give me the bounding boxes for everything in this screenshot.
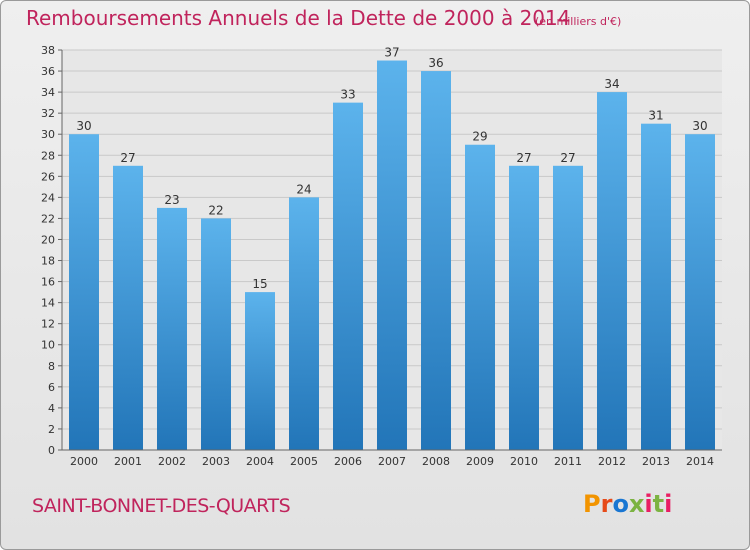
bar: [245, 292, 275, 450]
x-tick-label: 2004: [246, 455, 274, 468]
y-tick-label: 8: [48, 360, 55, 373]
bar-value-label: 31: [648, 109, 663, 123]
x-tick-label: 2010: [510, 455, 538, 468]
x-tick-label: 2014: [686, 455, 714, 468]
logo-letter: i: [664, 490, 673, 518]
x-tick-label: 2011: [554, 455, 582, 468]
bar-value-label: 15: [252, 277, 267, 291]
y-tick-label: 38: [41, 44, 55, 57]
bar: [289, 197, 319, 450]
y-tick-label: 36: [41, 65, 55, 78]
bar-value-label: 27: [560, 151, 575, 165]
logo-letter: t: [652, 490, 665, 518]
bar-value-label: 33: [340, 88, 355, 102]
bar: [421, 71, 451, 450]
x-tick-label: 2003: [202, 455, 230, 468]
x-tick-label: 2009: [466, 455, 494, 468]
bar: [641, 123, 671, 451]
y-tick-label: 34: [41, 86, 55, 99]
bar: [685, 134, 715, 451]
y-tick-label: 0: [48, 444, 55, 457]
x-tick-label: 2008: [422, 455, 450, 468]
logo-letter: P: [583, 490, 601, 518]
proxiti-logo[interactable]: Proxiti: [583, 490, 672, 518]
bar: [465, 144, 495, 450]
bar: [553, 165, 583, 450]
logo-letter: o: [612, 490, 629, 518]
y-tick-label: 2: [48, 423, 55, 436]
y-tick-label: 10: [41, 339, 55, 352]
bar: [113, 165, 143, 450]
x-tick-label: 2006: [334, 455, 362, 468]
chart-unit-label: (en milliers d'€): [535, 15, 622, 28]
bar-value-label: 36: [428, 56, 443, 70]
logo-letter: x: [628, 490, 645, 518]
bars: 30 27 23 22 15 24 33 37 36 29 27 27 34 31 30: [69, 46, 715, 451]
bar-value-label: 22: [208, 203, 223, 217]
x-tick-label: 2000: [70, 455, 98, 468]
bar-value-label: 29: [472, 130, 487, 144]
bar-value-label: 24: [296, 182, 311, 196]
chart-title: Remboursements Annuels de la Dette de 20…: [26, 6, 571, 30]
y-tick-label: 18: [41, 255, 55, 268]
y-tick-label: 4: [48, 402, 55, 415]
commune-name: SAINT-BONNET-DES-QUARTS: [32, 495, 291, 517]
x-tick-label: 2012: [598, 455, 626, 468]
logo-letter: i: [644, 490, 653, 518]
bar-value-label: 34: [604, 77, 619, 91]
x-tick-label: 2001: [114, 455, 142, 468]
bar-value-label: 27: [120, 151, 135, 165]
y-tick-label: 20: [41, 233, 55, 246]
y-tick-label: 26: [41, 170, 55, 183]
logo-letter: r: [600, 490, 613, 518]
bar-value-label: 37: [384, 46, 399, 60]
x-tick-label: 2007: [378, 455, 406, 468]
y-tick-label: 6: [48, 381, 55, 394]
bar: [377, 60, 407, 451]
y-tick-label: 30: [41, 128, 55, 141]
y-tick-label: 22: [41, 212, 55, 225]
y-tick-label: 28: [41, 149, 55, 162]
y-tick-label: 24: [41, 191, 55, 204]
y-tick-label: 12: [41, 318, 55, 331]
bar: [69, 134, 99, 451]
y-tick-label: 16: [41, 276, 55, 289]
y-tick-label: 32: [41, 107, 55, 120]
bar: [597, 92, 627, 451]
y-tick-label: 14: [41, 297, 55, 310]
bar: [333, 102, 363, 450]
bar-value-label: 30: [692, 119, 707, 133]
bar: [157, 207, 187, 450]
x-tick-label: 2002: [158, 455, 186, 468]
bar-value-label: 30: [76, 119, 91, 133]
bar: [509, 165, 539, 450]
x-tick-label: 2013: [642, 455, 670, 468]
bar: [201, 218, 231, 450]
bar-value-label: 23: [164, 193, 179, 207]
bar-value-label: 27: [516, 151, 531, 165]
x-tick-label: 2005: [290, 455, 318, 468]
